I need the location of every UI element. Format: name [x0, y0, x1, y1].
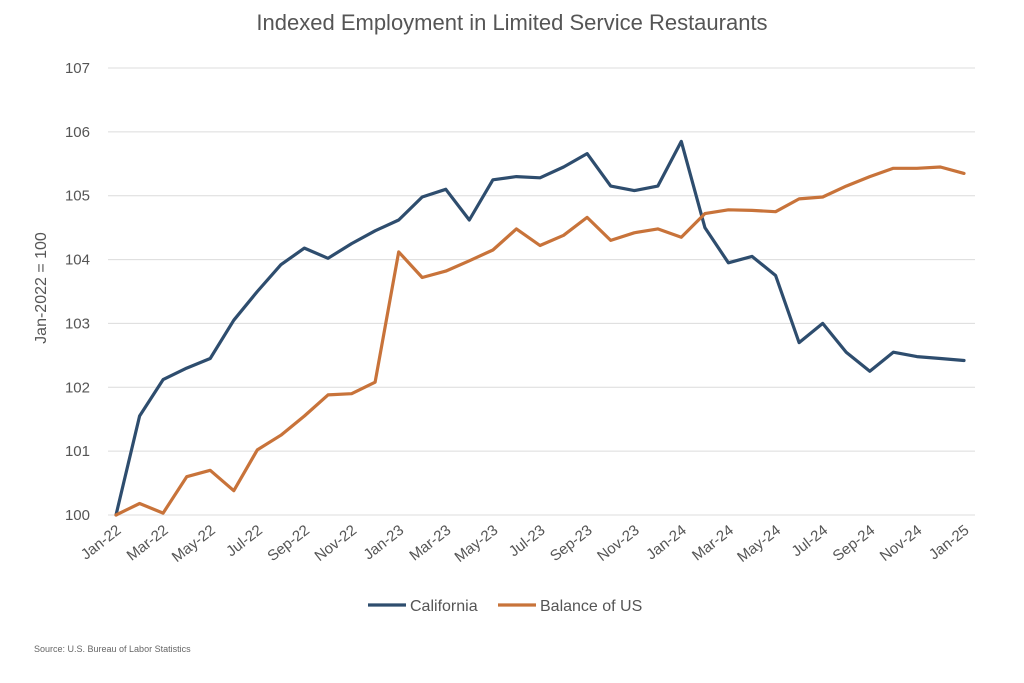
legend: California Balance of US — [368, 598, 642, 615]
y-axis-label: Jan-2022 = 100 — [33, 232, 50, 344]
x-tick-label: May-22 — [169, 522, 219, 566]
x-tick-label: Sep-23 — [547, 522, 596, 565]
y-tick-labels: 100 101 102 103 104 105 106 107 — [65, 60, 90, 524]
x-tick-label: Mar-23 — [406, 522, 454, 565]
x-tick-label: May-24 — [734, 522, 784, 566]
x-tick-label: Jul-22 — [223, 522, 266, 561]
y-tick-label: 103 — [65, 315, 90, 332]
x-tick-label: Jan-24 — [643, 522, 690, 564]
x-tick-label: Jan-25 — [926, 522, 973, 564]
y-tick-label: 104 — [65, 252, 90, 269]
y-tick-label: 106 — [65, 124, 90, 141]
x-tick-label: Nov-23 — [594, 522, 643, 565]
x-tick-label: Sep-22 — [264, 522, 313, 565]
legend-label: California — [410, 598, 478, 615]
chart-title: Indexed Employment in Limited Service Re… — [256, 10, 767, 35]
x-tick-label: Mar-24 — [689, 522, 737, 565]
series-line-balance-of-us — [114, 165, 966, 517]
source-note: Source: U.S. Bureau of Labor Statistics — [34, 644, 191, 654]
y-tick-label: 105 — [65, 188, 90, 205]
x-tick-label: Jan-22 — [78, 522, 125, 564]
x-tick-label: Jul-24 — [788, 522, 831, 561]
x-tick-label: Nov-22 — [311, 522, 360, 565]
x-tick-label: Sep-24 — [830, 522, 879, 565]
x-tick-label: Jan-23 — [361, 522, 408, 564]
y-tick-label: 100 — [65, 507, 90, 524]
y-tick-label: 101 — [65, 443, 90, 460]
x-tick-label: May-23 — [451, 522, 501, 566]
series-line-california — [114, 139, 966, 517]
gridlines — [108, 67, 975, 516]
y-tick-label: 102 — [65, 379, 90, 396]
legend-label: Balance of US — [540, 598, 642, 615]
series-lines — [114, 139, 966, 517]
x-tick-label: Mar-22 — [124, 522, 172, 565]
x-tick-label: Nov-24 — [877, 522, 926, 565]
y-tick-label: 107 — [65, 60, 90, 77]
x-tick-label: Jul-23 — [506, 522, 549, 561]
